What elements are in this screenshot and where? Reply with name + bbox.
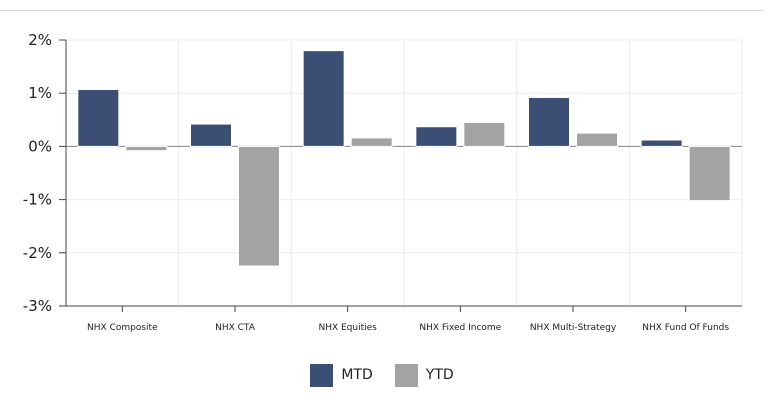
x-tick-label: NHX CTA xyxy=(215,323,256,333)
legend-label-ytd: YTD xyxy=(425,367,454,383)
bar-ytd-4 xyxy=(463,121,506,147)
x-axis: NHX Composite NHX CTA NHX Equities NHX Fixe… xyxy=(66,305,742,333)
x-tick-label: NHX Composite xyxy=(87,323,158,333)
legend-item-mtd[interactable]: MTD xyxy=(310,363,373,387)
bar-mtd-2 xyxy=(190,123,232,147)
y-tick-label: -3% xyxy=(23,297,52,315)
bar-mtd-4 xyxy=(415,126,458,147)
gridlines xyxy=(66,39,743,307)
y-axis: 2% 1% 0% -1% -2% -3% xyxy=(23,31,67,315)
legend: MTD YTD xyxy=(0,360,764,390)
y-tick-label: 1% xyxy=(28,84,52,102)
bar-ytd-5 xyxy=(576,132,618,147)
bar-ytd-1 xyxy=(125,145,168,152)
x-tick-label: NHX Fund Of Funds xyxy=(642,323,729,333)
y-tick-label: -1% xyxy=(23,191,52,209)
legend-swatch-ytd xyxy=(394,363,418,387)
legend-label-mtd: MTD xyxy=(341,367,373,383)
y-tick-label: -2% xyxy=(23,244,52,262)
bars xyxy=(77,50,731,267)
bar-ytd-6 xyxy=(688,145,731,202)
legend-item-ytd[interactable]: YTD xyxy=(394,363,454,387)
y-tick-label: 2% xyxy=(28,31,52,49)
x-tick-label: NHX Multi-Strategy xyxy=(530,323,617,333)
bar-mtd-3 xyxy=(302,50,345,147)
x-tick-label: NHX Fixed Income xyxy=(419,323,501,333)
bar-ytd-2 xyxy=(238,145,280,267)
y-tick-label: 0% xyxy=(28,137,52,155)
bar-ytd-3 xyxy=(350,137,393,147)
bar-mtd-1 xyxy=(77,88,120,147)
top-divider xyxy=(0,10,764,11)
bar-chart: 2%1%0%-1%-2%-3% NHX Composite NHX CTA NHX … xyxy=(23,31,743,333)
bar-mtd-5 xyxy=(528,96,570,147)
legend-swatch-mtd xyxy=(310,363,334,387)
bar-mtd-6 xyxy=(640,139,683,147)
x-tick-label: NHX Equities xyxy=(318,323,377,333)
